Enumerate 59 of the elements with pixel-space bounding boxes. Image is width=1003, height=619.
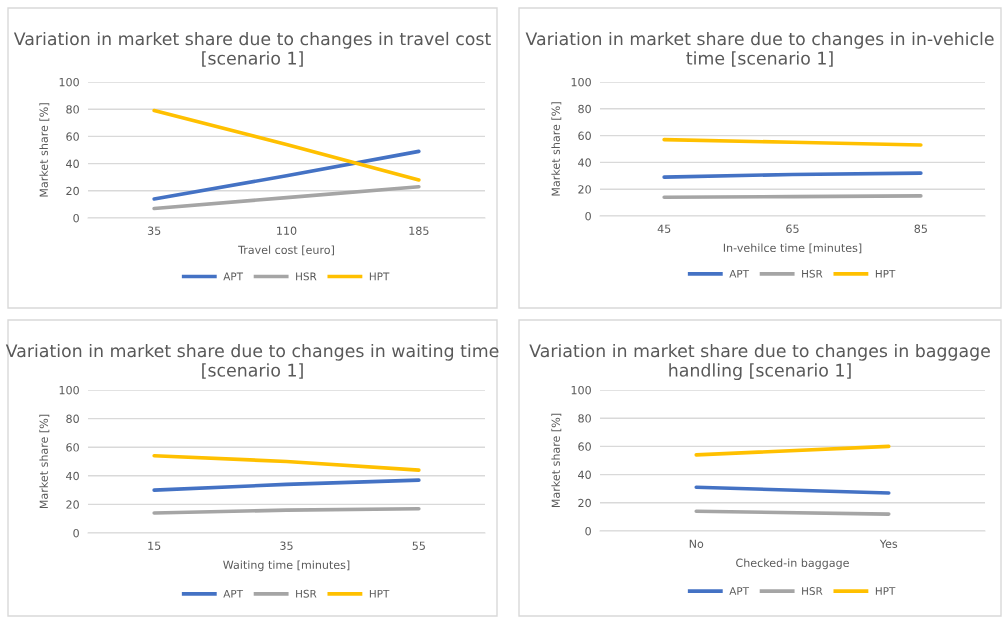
legend-label: HPT bbox=[875, 587, 896, 595]
y-tick-label: 0 bbox=[585, 211, 591, 221]
y-tick-label: 80 bbox=[578, 414, 591, 423]
x-axis-title: Waiting time [minutes] bbox=[223, 560, 350, 572]
y-tick-label: 40 bbox=[578, 158, 591, 167]
x-tick-label: 15 bbox=[148, 541, 161, 550]
legend-label: APT bbox=[729, 587, 750, 595]
y-tick-label: 100 bbox=[571, 77, 591, 87]
legend-label: HPT bbox=[369, 272, 390, 281]
x-tick-label: 65 bbox=[786, 224, 799, 233]
y-tick-label: 20 bbox=[578, 185, 591, 194]
legend-label: HPT bbox=[369, 589, 390, 598]
y-axis-title: Market share [%] bbox=[39, 414, 50, 509]
x-tick-label: 35 bbox=[280, 541, 293, 550]
x-tick-label: 185 bbox=[409, 226, 429, 235]
y-tick-label: 100 bbox=[571, 385, 591, 395]
legend-label: APT bbox=[729, 269, 750, 278]
x-tick-label: 110 bbox=[277, 226, 297, 235]
y-tick-label: 60 bbox=[578, 131, 591, 140]
x-tick-label: No bbox=[689, 539, 704, 548]
legend-label: APT bbox=[223, 272, 244, 281]
legend-label: HSR bbox=[802, 269, 823, 278]
legend-label: HSR bbox=[296, 272, 317, 281]
chart-title: Variation in market share due to changes in baggage handling [scenario 1] bbox=[529, 343, 990, 381]
y-tick-label: 20 bbox=[66, 500, 79, 509]
y-tick-label: 40 bbox=[66, 159, 79, 168]
chart-title: Variation in market share due to changes in travel cost [scenario 1] bbox=[13, 31, 491, 67]
x-tick-label: 55 bbox=[412, 541, 425, 550]
y-tick-label: 40 bbox=[66, 471, 79, 481]
y-tick-label: 20 bbox=[578, 498, 591, 508]
legend-label: HSR bbox=[802, 587, 823, 595]
y-tick-label: 80 bbox=[578, 104, 591, 114]
x-axis-title: In-vehilce time [minutes] bbox=[723, 243, 862, 254]
y-tick-label: 0 bbox=[73, 528, 79, 538]
x-tick-label: 45 bbox=[657, 224, 671, 233]
chart-title: Variation in market share due to changes in in-vehicle time [scenario 1] bbox=[525, 31, 994, 67]
chart-title: Variation in market share due to changes in waiting time [scenario 1] bbox=[5, 343, 499, 379]
legend-label: APT bbox=[223, 589, 244, 598]
y-tick-label: 40 bbox=[578, 470, 591, 479]
legend-label: HPT bbox=[875, 269, 896, 278]
y-tick-label: 100 bbox=[59, 77, 79, 87]
y-tick-label: 60 bbox=[578, 442, 591, 451]
y-tick-label: 0 bbox=[585, 526, 591, 536]
y-axis-title: Market share [%] bbox=[39, 103, 50, 197]
y-tick-label: 80 bbox=[66, 105, 79, 114]
y-tick-label: 60 bbox=[66, 443, 79, 452]
x-tick-label: Yes bbox=[879, 539, 898, 548]
y-axis-title: Market share [%] bbox=[551, 102, 562, 196]
y-tick-label: 100 bbox=[59, 385, 79, 395]
y-tick-label: 60 bbox=[66, 132, 79, 141]
x-axis-title: Checked-in baggage bbox=[736, 558, 849, 570]
y-tick-label: 80 bbox=[66, 414, 79, 423]
x-tick-label: 85 bbox=[914, 224, 927, 233]
x-tick-label: 35 bbox=[147, 226, 161, 235]
y-tick-label: 20 bbox=[66, 186, 79, 196]
x-axis-title: Travel cost [euro] bbox=[238, 245, 334, 256]
y-axis-title: Market share [%] bbox=[551, 413, 562, 508]
y-tick-label: 0 bbox=[73, 213, 79, 223]
legend-label: HSR bbox=[296, 589, 317, 598]
